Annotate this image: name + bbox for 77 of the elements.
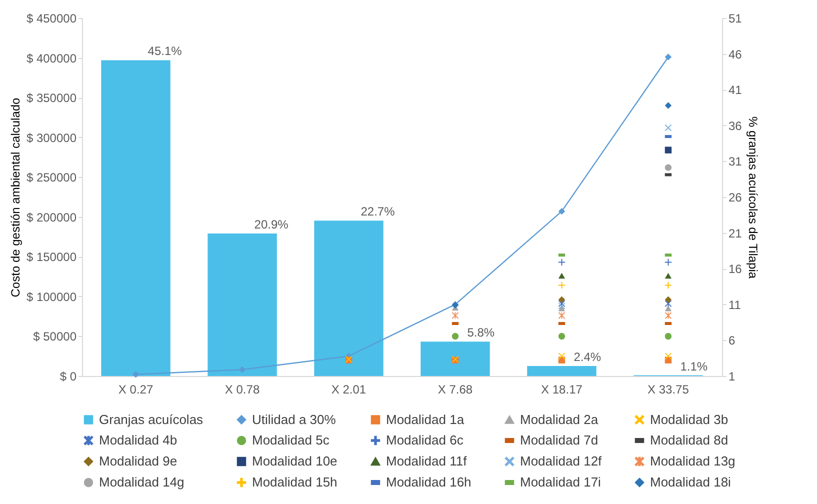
point (664, 296, 672, 303)
data-label: 20.9% (254, 218, 289, 232)
legend-label: Utilidad a 30% (252, 412, 336, 427)
legend-label: Modalidad 7d (520, 432, 598, 448)
point (452, 332, 459, 340)
y2-tick-label: 46 (728, 47, 742, 62)
point (664, 146, 672, 154)
y-axis-title: Costo de gestión ambiental calculado (8, 97, 22, 298)
point (664, 102, 672, 109)
legend-label: Modalidad 12f (520, 454, 602, 468)
y2-tick-label: 1 (728, 370, 736, 384)
legend-label: Modalidad 16h (386, 474, 472, 490)
y-tick-label: $ 250000 (26, 170, 77, 185)
data-label: 22.7% (360, 204, 396, 219)
y2-tick-label: 26 (728, 190, 742, 204)
point (664, 305, 672, 312)
y-tick-label: $ 200000 (26, 210, 77, 224)
point (132, 371, 140, 378)
y-tick-label: $ 50000 (33, 330, 77, 344)
point (664, 352, 672, 360)
legend-label: Granjas acuícolas (99, 412, 204, 427)
y-tick-label: $ 400000 (26, 51, 77, 66)
legend-label: Modalidad 11f (386, 454, 468, 468)
y2-tick-label: 21 (728, 226, 742, 240)
point (664, 164, 672, 171)
legend-label: Modalidad 5c (252, 432, 330, 448)
point (558, 296, 566, 303)
y2-tick-label: 16 (728, 262, 742, 276)
legend-label: Modalidad 4b (99, 432, 178, 448)
legend-label: Modalidad 14g (99, 474, 184, 490)
legend-label: Modalidad 9e (99, 454, 178, 468)
y-tick-label: $ 450000 (26, 12, 77, 26)
y-tick-label: $ 150000 (26, 250, 77, 264)
point (238, 366, 246, 373)
data-label: 2.4% (574, 350, 602, 364)
y-tick-label: $ 300000 (26, 130, 77, 145)
legend-label: Modalidad 6c (386, 432, 464, 448)
point (558, 282, 566, 289)
point (558, 332, 566, 340)
legend-label: Modalidad 13g (650, 454, 736, 468)
y2-tick-label: 11 (728, 298, 742, 312)
data-label: 5.8% (467, 326, 495, 340)
point (558, 272, 566, 279)
y2-tick-label: 41 (728, 83, 742, 98)
point (664, 54, 672, 60)
point (558, 258, 566, 266)
legend-label: Modalidad 2a (520, 412, 599, 427)
legend-label: Modalidad 1a (386, 412, 465, 427)
y-tick-label: $ 100000 (26, 290, 77, 304)
legend-label: Modalidad 10e (252, 454, 338, 468)
y2-tick-label: 6 (728, 334, 736, 348)
x-tick-label: X 33.75 (648, 382, 690, 396)
y-tick-label: $ 0 (60, 370, 77, 384)
x-tick-label: X 18.17 (541, 382, 583, 396)
point (664, 258, 672, 266)
point (664, 272, 672, 279)
legend-label: Modalidad 17i (520, 474, 602, 490)
y2-axis-title: % granjas acuícolas de Tilapia (746, 116, 760, 279)
x-tick-label: X 2.01 (331, 382, 366, 396)
point (558, 208, 566, 215)
point (664, 124, 672, 132)
x-tick-label: X 0.27 (118, 382, 154, 396)
point (664, 282, 672, 289)
x-tick-label: X 0.78 (224, 382, 260, 396)
y-tick-label: $ 350000 (26, 91, 77, 106)
point (558, 352, 566, 360)
legend-label: Modalidad 15h (252, 474, 338, 490)
legend-label: Modalidad 3b (650, 412, 728, 427)
x-tick-label: X 7.68 (438, 382, 473, 396)
data-label: 45.1% (148, 44, 182, 58)
legend-label: Modalidad 18i (650, 474, 732, 490)
y2-tick-label: 51 (728, 12, 742, 26)
data-label: 1.1% (680, 359, 708, 374)
point (664, 332, 672, 340)
legend-label: Modalidad 8d (650, 432, 728, 448)
y2-tick-label: 36 (728, 118, 742, 133)
y2-tick-label: 31 (728, 154, 742, 169)
